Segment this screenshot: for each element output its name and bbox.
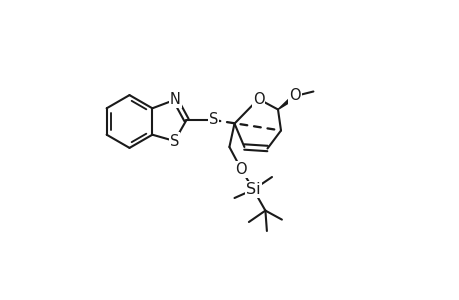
Text: Si: Si <box>246 182 260 197</box>
Text: N: N <box>169 92 180 107</box>
Text: S: S <box>169 134 179 148</box>
Polygon shape <box>277 94 296 110</box>
Text: S: S <box>208 112 218 128</box>
Text: O: O <box>235 162 246 177</box>
Text: O: O <box>289 88 301 104</box>
Text: O: O <box>252 92 264 106</box>
